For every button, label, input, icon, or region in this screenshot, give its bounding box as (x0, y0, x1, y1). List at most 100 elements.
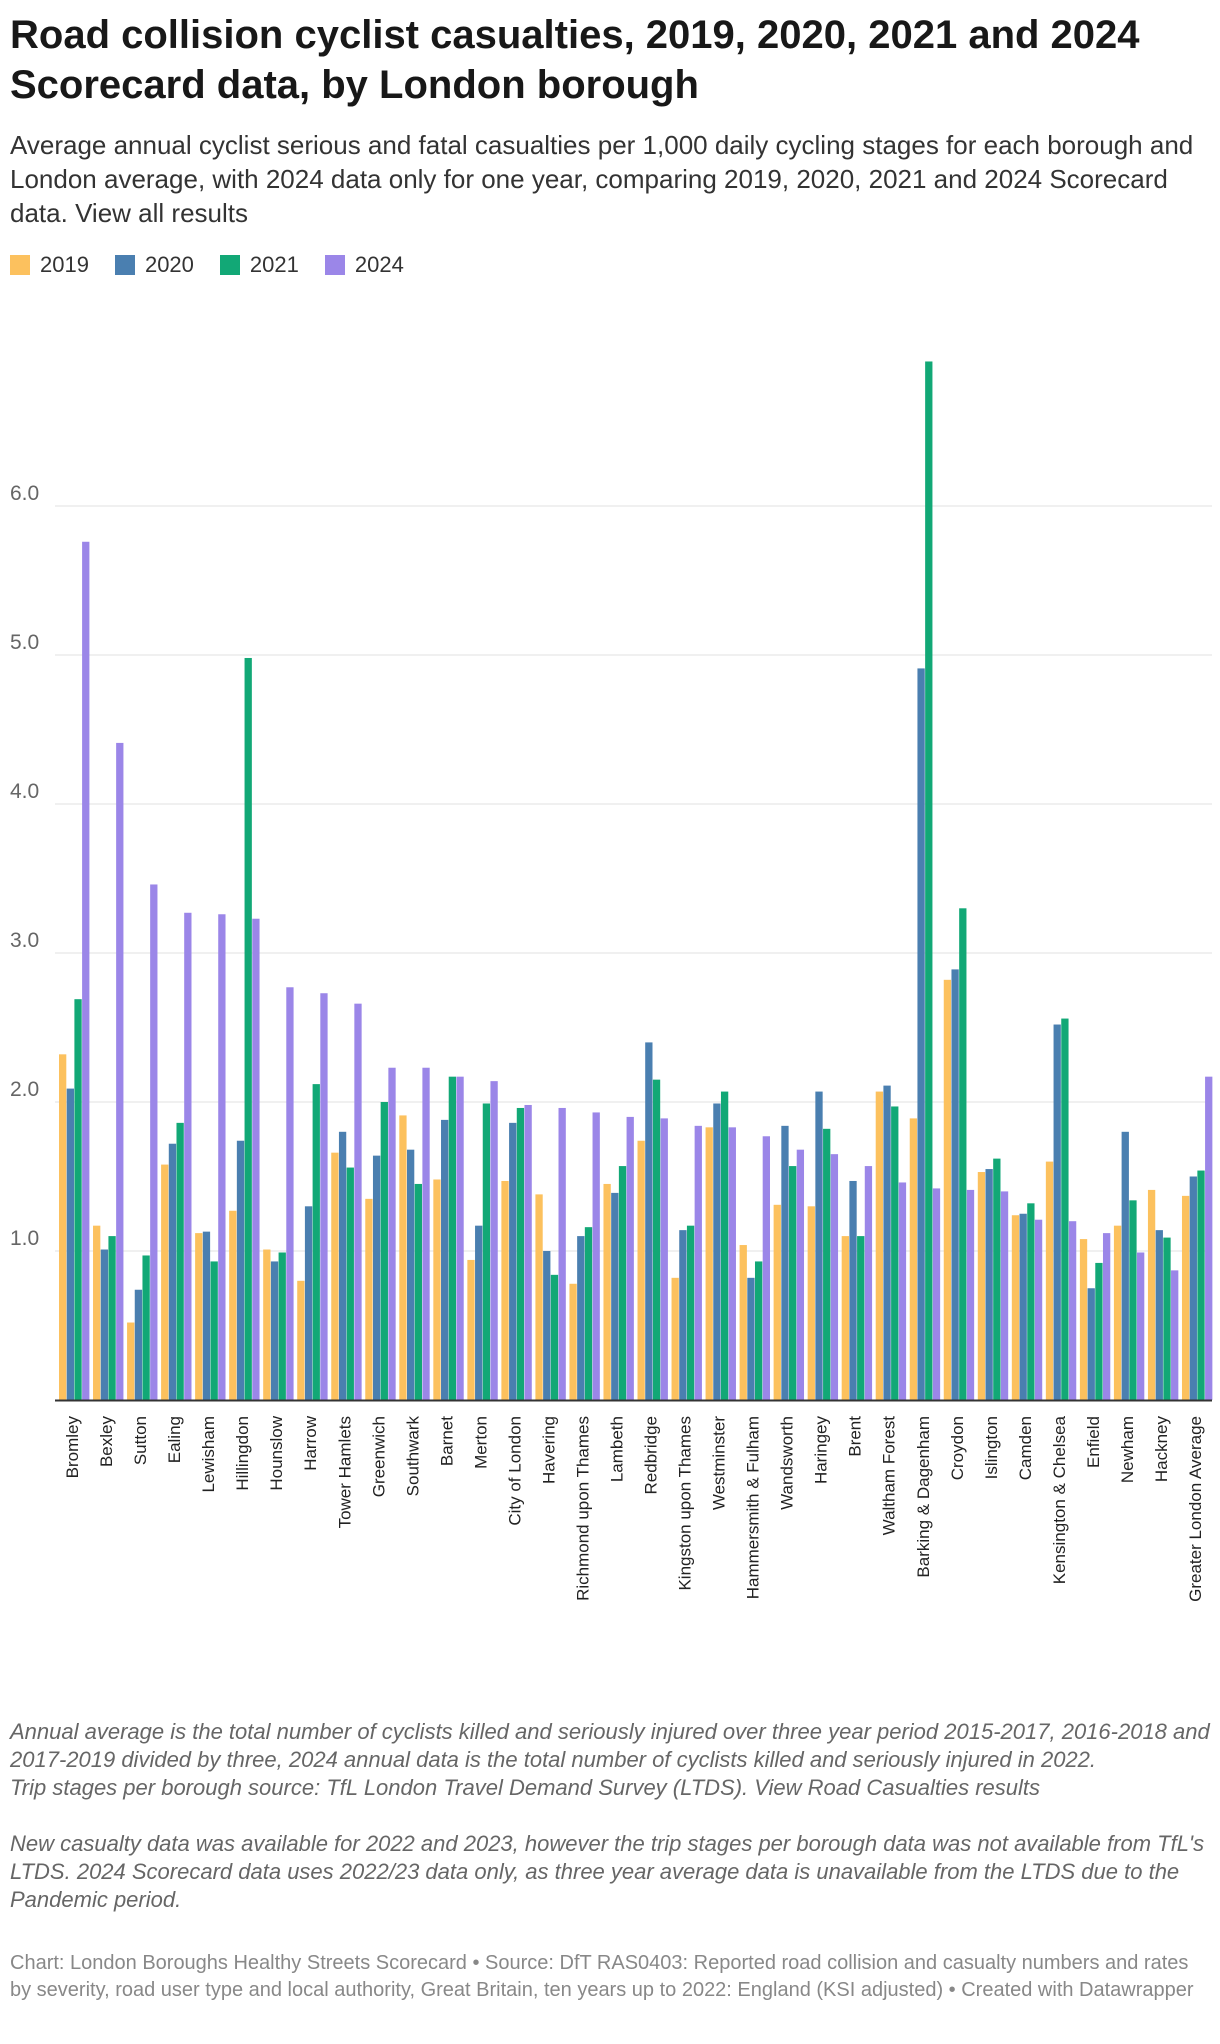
bar-2020-lambeth (611, 1192, 619, 1400)
legend-item-2020: 2020 (114, 252, 194, 278)
bar-2021-redbridge (652, 1079, 661, 1400)
bar-2020-richmond-upon-thames (577, 1236, 585, 1400)
bar-2024-sutton (150, 884, 158, 1400)
bar-2021-merton (482, 1103, 491, 1400)
bar-2019-croydon (943, 979, 952, 1400)
bar-chart: 1.0 2.0 3.0 4.0 5.0 6.0 Bromley Bexley Sutton Eal… (10, 361, 1213, 1602)
bar-2019-kingston-upon-thames (671, 1277, 679, 1400)
bar-2020-haringey (815, 1091, 823, 1400)
bar-2020-havering (543, 1251, 551, 1400)
bar-2019-merton (467, 1259, 475, 1400)
x-tick-label: Croydon (948, 1416, 967, 1480)
bar-2021-barnet (448, 1076, 457, 1400)
note-new-casualty-data: New casualty data was available for 2022… (10, 1831, 1205, 1912)
legend-label-2019: 2019 (40, 252, 89, 277)
x-tick-label: Bexley (97, 1416, 116, 1468)
bar-2021-hammersmith-fulham (754, 1261, 763, 1400)
chart-notes: Annual average is the total number of cy… (10, 1718, 1215, 1914)
x-tick-label: Newham (1118, 1416, 1137, 1483)
bar-2019-islington (977, 1172, 986, 1400)
bar-2019-wandsworth (773, 1204, 781, 1400)
bar-2021-brent (857, 1236, 865, 1400)
bar-2021-bromley (74, 999, 82, 1400)
legend-swatch-2021 (219, 255, 240, 275)
bar-2021-westminster (720, 1091, 729, 1400)
bar-2021-kensington-chelsea (1061, 1018, 1069, 1400)
bar-2020-redbridge (645, 1042, 653, 1400)
bar-2021-greater-london-average (1197, 1170, 1205, 1400)
bar-2021-waltham-forest (891, 1106, 899, 1400)
bar-2019-enfield (1079, 1239, 1088, 1400)
chart-subtitle: Average annual cyclist serious and fatal… (10, 128, 1210, 230)
x-tick-label: Tower Hamlets (335, 1416, 354, 1528)
bar-2024-enfield (1102, 1233, 1111, 1400)
x-tick-label: Hackney (1152, 1416, 1171, 1483)
bar-2024-islington (1000, 1191, 1009, 1400)
legend-label-2024: 2024 (354, 252, 404, 277)
bar-2024-richmond-upon-thames (592, 1112, 600, 1400)
bar-2019-havering (535, 1194, 543, 1400)
legend-label-2020: 2020 (144, 252, 194, 277)
legend-swatch-2020 (114, 255, 135, 275)
bar-2021-hounslow (278, 1252, 286, 1400)
subtitle-text: Average annual cyclist serious and fatal… (10, 130, 1194, 228)
bar-2019-redbridge (637, 1140, 645, 1400)
bar-2020-sutton (134, 1289, 143, 1400)
bar-2020-waltham-forest (883, 1085, 891, 1400)
x-tick-label: Lewisham (199, 1416, 218, 1493)
bar-2024-barking-dagenham (932, 1188, 941, 1400)
bar-2021-newham (1129, 1200, 1137, 1400)
bar-2019-kensington-chelsea (1045, 1161, 1054, 1400)
bar-2024-brent (864, 1166, 873, 1400)
x-tick-label: Ealing (165, 1416, 184, 1463)
bar-2024-barnet (456, 1076, 464, 1400)
bar-2020-barnet (441, 1119, 449, 1400)
bar-2020-ealing (168, 1143, 177, 1400)
chart-title: Road collision cyclist casualties, 2019,… (10, 13, 1140, 107)
x-tick-label: Richmond upon Thames (573, 1416, 592, 1601)
legend-swatch-2019 (10, 255, 30, 275)
x-tick-label: Sutton (131, 1416, 150, 1465)
x-tick-label: Brent (846, 1416, 865, 1457)
view-all-results-link[interactable]: View all results (75, 198, 248, 228)
x-tick-label: Southwark (403, 1416, 422, 1497)
bar-2019-newham (1113, 1225, 1122, 1400)
bar-2019-hillingdon (229, 1210, 237, 1400)
x-tick-label: Greenwich (369, 1416, 388, 1497)
x-tick-label: Hounslow (267, 1415, 286, 1490)
bar-2021-lewisham (210, 1261, 218, 1400)
y-tick-label: 5.0 (10, 631, 39, 654)
x-tick-label: Harrow (301, 1415, 320, 1471)
bar-2019-lewisham (195, 1233, 203, 1400)
bar-2020-kensington-chelsea (1053, 1024, 1061, 1400)
legend-item-2024: 2024 (324, 252, 404, 278)
bar-2019-haringey (807, 1206, 815, 1400)
bar-2020-camden (1019, 1213, 1027, 1400)
bar-2019-brent (841, 1236, 849, 1400)
bar-2021-wandsworth (789, 1166, 797, 1400)
bar-2019-bexley (93, 1225, 101, 1400)
bar-2021-camden (1027, 1203, 1035, 1400)
x-tick-label: Kingston upon Thames (676, 1416, 695, 1591)
bar-2019-city-of-london (501, 1180, 509, 1400)
x-tick-label: Kensington & Chelsea (1050, 1415, 1069, 1584)
bar-2024-hammersmith-fulham (762, 1136, 770, 1400)
bar-2024-wandsworth (796, 1149, 805, 1400)
bar-2024-waltham-forest (898, 1182, 907, 1400)
bar-2019-waltham-forest (875, 1091, 884, 1400)
bar-2021-havering (550, 1274, 559, 1400)
bar-2021-sutton (142, 1255, 150, 1400)
bar-2020-hammersmith-fulham (747, 1277, 755, 1400)
bar-2024-lambeth (626, 1116, 634, 1400)
bar-2024-ealing (184, 912, 192, 1400)
bar-2021-islington (993, 1158, 1001, 1400)
bar-2024-redbridge (660, 1118, 668, 1400)
bar-2021-ealing (176, 1122, 184, 1400)
bar-2019-richmond-upon-thames (569, 1283, 577, 1400)
bar-2024-city-of-london (524, 1104, 532, 1400)
bar-2019-barnet (433, 1179, 441, 1400)
bar-2024-newham (1137, 1252, 1145, 1400)
bar-2019-hounslow (263, 1249, 271, 1400)
x-tick-label: Barnet (437, 1416, 456, 1466)
bar-2024-hillingdon (252, 918, 260, 1400)
